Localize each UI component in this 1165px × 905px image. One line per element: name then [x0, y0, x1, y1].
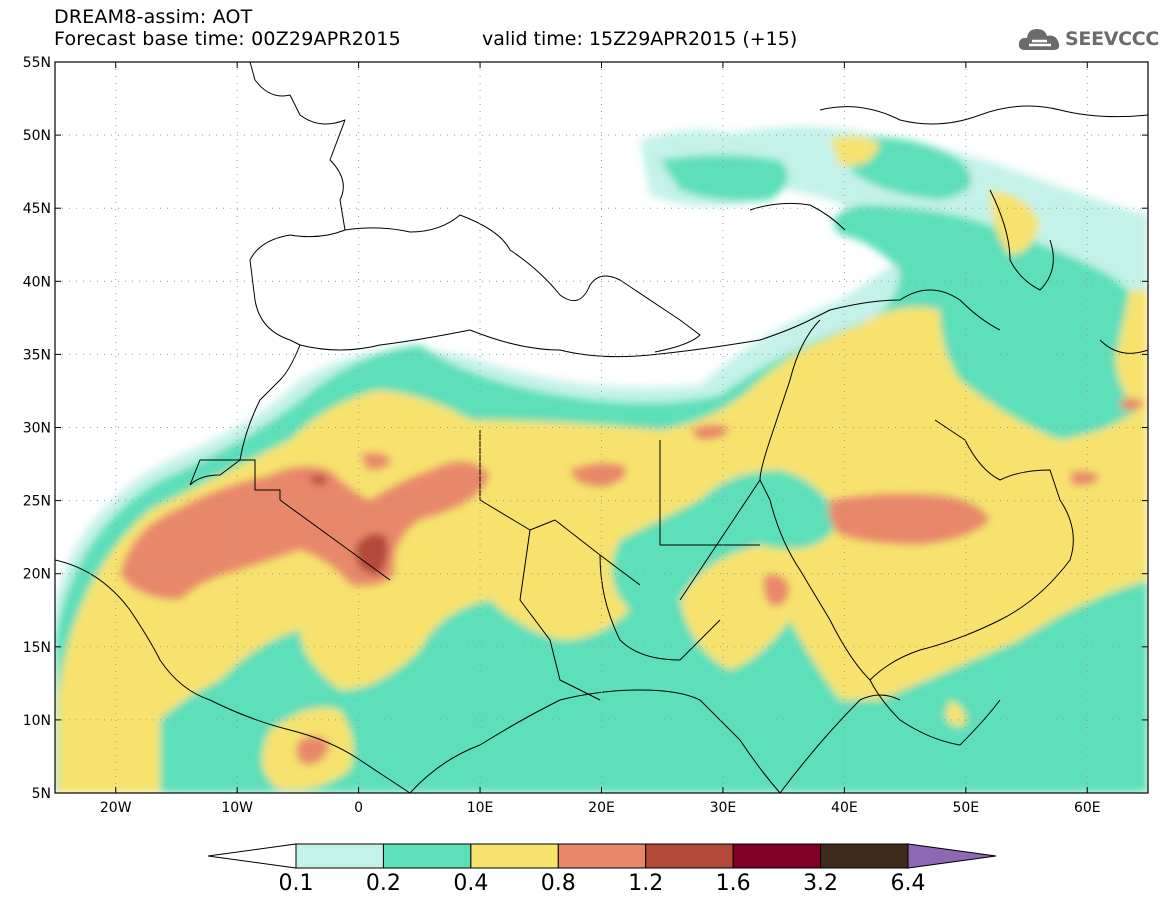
- colorbar-level-label: 6.4: [890, 871, 926, 896]
- lon-tick-label: 10W: [221, 800, 253, 816]
- lon-tick-label: 60E: [1074, 800, 1101, 816]
- colorbar-overflow-triangle: [907, 843, 997, 869]
- aot-level-1.2: [308, 474, 388, 575]
- forecast-base-time: Forecast base time: 00Z29APR2015: [54, 28, 401, 50]
- colorbar-swatch: [820, 843, 909, 869]
- seevccc-logo: SEEVCCC: [1017, 22, 1160, 56]
- tick-labels: 20W 10W 0 10E 20E 30E 40E 50E 60E 55N 50N 45N 40N 35N…: [23, 55, 1148, 816]
- lat-tick-label: 25N: [23, 494, 51, 510]
- lon-tick-label: 10E: [467, 800, 494, 816]
- lat-tick-label: 45N: [23, 201, 51, 217]
- aot-level-0.8: [120, 398, 1145, 765]
- colorbar-level-label: 0.1: [278, 871, 314, 896]
- colorbar-swatch: [295, 843, 384, 869]
- colorbar-level-label: 1.6: [715, 871, 751, 896]
- lat-tick-label: 35N: [23, 347, 51, 363]
- lon-tick-label: 40E: [831, 800, 858, 816]
- coastlines: [55, 62, 1148, 793]
- colorbar-underflow-triangle: [207, 843, 297, 869]
- aot-level-0.4: [58, 136, 1148, 793]
- colorbar-level-label: 3.2: [803, 871, 839, 896]
- colorbar-swatch: [470, 843, 559, 869]
- lon-tick-label: 20E: [588, 800, 615, 816]
- lat-tick-label: 30N: [23, 421, 51, 437]
- lat-tick-label: 50N: [23, 128, 51, 144]
- colorbar-swatch: [645, 843, 734, 869]
- lat-tick-label: 55N: [23, 55, 51, 71]
- colorbar-level-label: 0.8: [540, 871, 576, 896]
- lon-tick-label: 50E: [952, 800, 979, 816]
- colorbar-swatch: [557, 843, 647, 869]
- lat-tick-label: 20N: [23, 567, 51, 583]
- colorbar-swatch: [382, 843, 472, 869]
- lat-tick-label: 40N: [23, 274, 51, 290]
- colorbar-level-label: 0.4: [453, 871, 489, 896]
- lon-tick-label: 20W: [100, 800, 132, 816]
- lon-tick-label: 0: [354, 800, 363, 816]
- lat-tick-label: 10N: [23, 713, 51, 729]
- cloud-icon: [1018, 29, 1060, 50]
- colorbar: [207, 843, 997, 869]
- map-title: DREAM8-assim: AOT: [54, 6, 253, 28]
- colorbar-swatch: [732, 843, 822, 869]
- logo-text: SEEVCCC: [1065, 28, 1160, 50]
- lon-tick-label: 30E: [710, 800, 737, 816]
- colorbar-level-label: 0.2: [365, 871, 401, 896]
- gridlines: [55, 62, 1148, 793]
- colorbar-level-label: 1.2: [628, 871, 664, 896]
- valid-time: valid time: 15Z29APR2015 (+15): [482, 28, 798, 50]
- lat-tick-label: 5N: [32, 786, 51, 802]
- lat-tick-label: 15N: [23, 640, 51, 656]
